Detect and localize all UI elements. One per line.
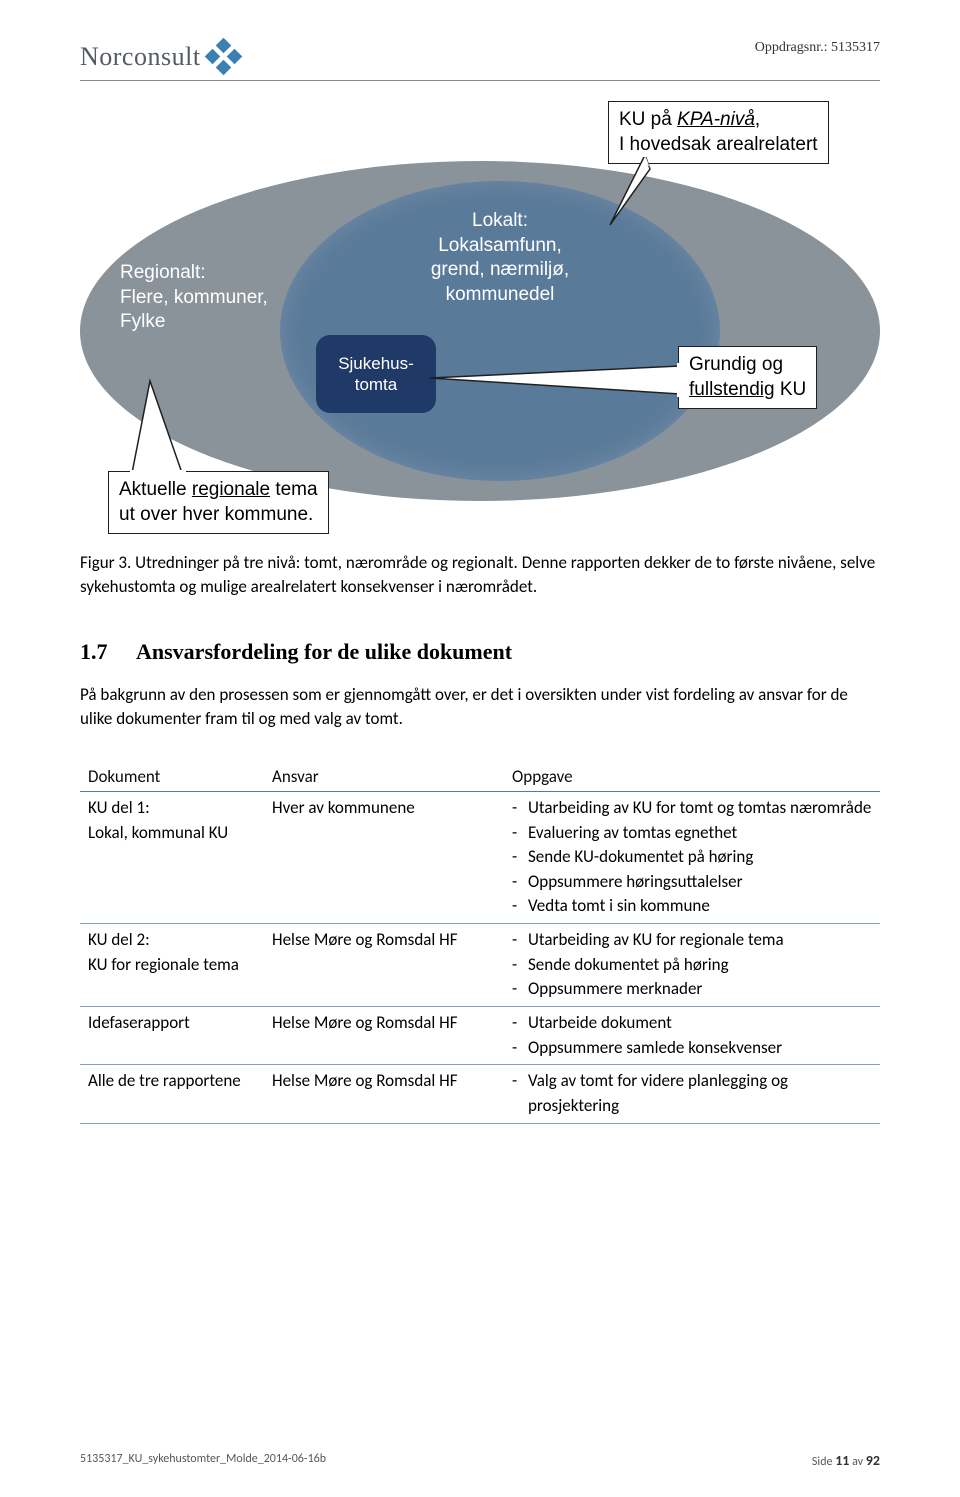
table-row: IdefaserapportHelse Møre og Romsdal HFUt… bbox=[80, 1007, 880, 1065]
callout-pointer-icon bbox=[132, 381, 212, 476]
cell-oppgave: Utarbeide dokumentOppsummere samlede kon… bbox=[504, 1007, 880, 1065]
task-item: Evaluering av tomtas egnethet bbox=[512, 821, 872, 846]
col-ansvar: Ansvar bbox=[264, 762, 504, 792]
section-heading: 1.7Ansvarsfordeling for de ulike dokumen… bbox=[80, 639, 880, 665]
cell-oppgave: Valg av tomt for videre planlegging og p… bbox=[504, 1065, 880, 1123]
concept-diagram: Sjukehus-tomta Regionalt:Flere, kommuner… bbox=[80, 101, 880, 531]
section-body: På bakgrunn av den prosessen som er gjen… bbox=[80, 683, 880, 732]
task-item: Valg av tomt for videre planlegging og p… bbox=[512, 1069, 872, 1118]
page-header: Norconsult Oppdragsnr.: 5135317 bbox=[80, 40, 880, 81]
company-name: Norconsult bbox=[80, 42, 201, 72]
cell-ansvar: Helse Møre og Romsdal HF bbox=[264, 1065, 504, 1123]
section-title: Ansvarsfordeling for de ulike dokument bbox=[136, 639, 512, 664]
col-oppgave: Oppgave bbox=[504, 762, 880, 792]
footer-docid: 5135317_KU_sykehustomter_Molde_2014-06-1… bbox=[80, 1452, 326, 1469]
cell-ansvar: Hver av kommunene bbox=[264, 791, 504, 923]
cell-oppgave: Utarbeiding av KU for tomt og tomtas nær… bbox=[504, 791, 880, 923]
task-item: Oppsummere samlede konsekvenser bbox=[512, 1036, 872, 1061]
cell-dokument: KU del 2:KU for regionale tema bbox=[80, 924, 264, 1007]
callout-fullstendig: Grundig ogfullstendig KU bbox=[678, 346, 817, 409]
task-item: Utarbeiding av KU for regionale tema bbox=[512, 928, 872, 953]
callout-pointer-icon bbox=[590, 155, 650, 235]
task-item: Oppsummere merknader bbox=[512, 977, 872, 1002]
site-label: Sjukehus-tomta bbox=[338, 353, 414, 396]
section-number: 1.7 bbox=[80, 639, 136, 665]
cell-dokument: Idefaserapport bbox=[80, 1007, 264, 1065]
cell-dokument: Alle de tre rapportene bbox=[80, 1065, 264, 1123]
table-row: Alle de tre rapporteneHelse Møre og Roms… bbox=[80, 1065, 880, 1123]
document-page: Norconsult Oppdragsnr.: 5135317 Sjukehus… bbox=[0, 0, 960, 1497]
task-item: Oppsummere høringsuttalelser bbox=[512, 870, 872, 895]
callout-regionale: Aktuelle regionale temaut over hver komm… bbox=[108, 471, 329, 534]
logo-icon bbox=[207, 40, 241, 74]
callout-pointer-icon bbox=[430, 366, 690, 406]
col-dokument: Dokument bbox=[80, 762, 264, 792]
table-row: KU del 1:Lokal, kommunal KUHver av kommu… bbox=[80, 791, 880, 923]
site-box: Sjukehus-tomta bbox=[316, 335, 436, 413]
cell-oppgave: Utarbeiding av KU for regionale temaSend… bbox=[504, 924, 880, 1007]
page-indicator: Side 11 av 92 bbox=[812, 1452, 880, 1469]
task-item: Utarbeide dokument bbox=[512, 1011, 872, 1036]
regional-label: Regionalt:Flere, kommuner,Fylke bbox=[120, 261, 268, 335]
responsibility-table: Dokument Ansvar Oppgave KU del 1:Lokal, … bbox=[80, 762, 880, 1124]
table-header-row: Dokument Ansvar Oppgave bbox=[80, 762, 880, 792]
local-label: Lokalt:Lokalsamfunn,grend, nærmiljø,komm… bbox=[400, 209, 600, 308]
cell-ansvar: Helse Møre og Romsdal HF bbox=[264, 1007, 504, 1065]
figure-caption: Figur 3. Utredninger på tre nivå: tomt, … bbox=[80, 551, 880, 599]
task-item: Sende KU-dokumentet på høring bbox=[512, 845, 872, 870]
cell-dokument: KU del 1:Lokal, kommunal KU bbox=[80, 791, 264, 923]
table-row: KU del 2:KU for regionale temaHelse Møre… bbox=[80, 924, 880, 1007]
task-item: Utarbeiding av KU for tomt og tomtas nær… bbox=[512, 796, 872, 821]
task-item: Sende dokumentet på høring bbox=[512, 953, 872, 978]
page-footer: 5135317_KU_sykehustomter_Molde_2014-06-1… bbox=[80, 1452, 880, 1469]
company-logo: Norconsult bbox=[80, 40, 241, 74]
cell-ansvar: Helse Møre og Romsdal HF bbox=[264, 924, 504, 1007]
project-reference: Oppdragsnr.: 5135317 bbox=[755, 40, 880, 56]
task-item: Vedta tomt i sin kommune bbox=[512, 894, 872, 919]
